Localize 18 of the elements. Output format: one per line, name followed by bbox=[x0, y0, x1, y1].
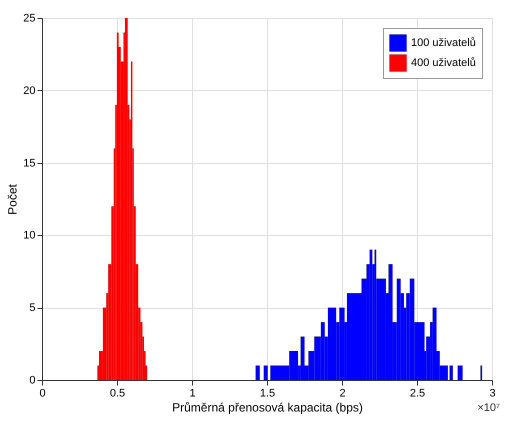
legend-label: 100 uživatelů bbox=[411, 37, 476, 49]
x-tick-label: 1.5 bbox=[260, 388, 276, 400]
x-tick-label: 1 bbox=[189, 388, 196, 400]
y-tick-label: 20 bbox=[23, 84, 36, 97]
x-tick-label: 0.5 bbox=[110, 388, 126, 400]
y-tick-label: 10 bbox=[23, 230, 36, 242]
text: ×10⁷ bbox=[477, 402, 500, 414]
x-axis-title: Průměrná přenosová kapacita (bps) bbox=[172, 400, 363, 414]
y-tick-label: 0 bbox=[29, 374, 36, 386]
x-tick-label: 3 bbox=[489, 388, 496, 400]
y-tick-label: 5 bbox=[29, 302, 36, 314]
y-axis-title: Počet bbox=[5, 183, 20, 215]
legend-label: 400 uživatelů bbox=[411, 57, 476, 69]
x-tick-label: 2.5 bbox=[410, 388, 426, 400]
x-tick-label: 0 bbox=[39, 388, 46, 400]
y-tick-label: 15 bbox=[23, 157, 36, 170]
x-tick-label: 2 bbox=[339, 388, 346, 400]
y-tick-label: 25 bbox=[23, 12, 36, 24]
